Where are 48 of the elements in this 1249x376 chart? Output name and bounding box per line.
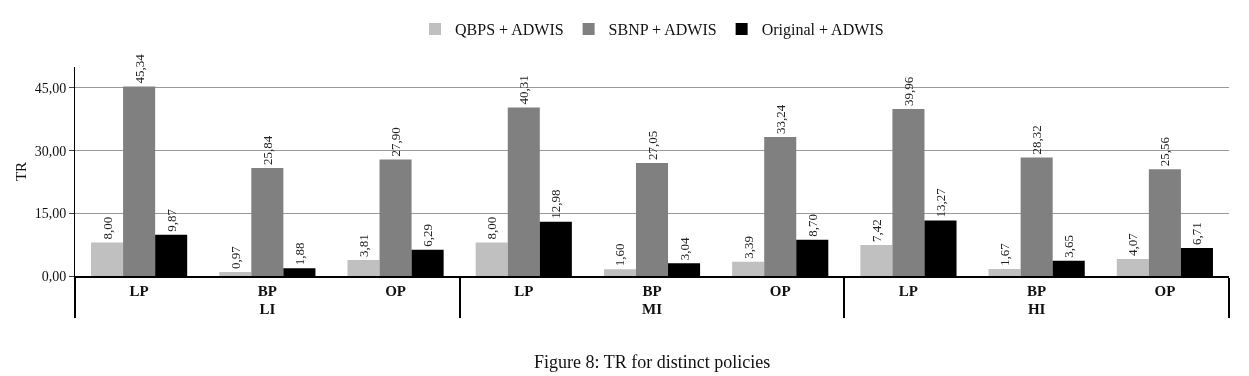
data-label: 33,24 [772, 104, 788, 135]
data-label: 8,00 [99, 216, 115, 240]
y-tick-label: 0,00 [41, 268, 67, 284]
data-label: 6,29 [420, 223, 436, 247]
y-tick-label: 15,00 [34, 206, 67, 222]
data-label: 3,65 [1061, 234, 1077, 258]
data-label: 1,60 [612, 243, 628, 267]
text: HI [1027, 301, 1046, 317]
x-tick-label: OP [385, 283, 406, 299]
data-label: 1,88 [291, 242, 307, 266]
data-label: 28,32 [1029, 125, 1045, 155]
data-label: 1,67 [997, 242, 1013, 267]
data-label: 39,96 [900, 76, 916, 106]
data-label: 25,84 [259, 135, 275, 165]
x-tick-label: LP [129, 283, 149, 299]
y-tick-label: 30,00 [34, 143, 67, 159]
x-tick-label: LP [514, 283, 534, 299]
data-label: 9,87 [163, 208, 179, 232]
x-tick-label: LP [898, 283, 919, 299]
x-tick-label: OP [769, 283, 791, 299]
caption: Figure 8: TR for distinct policies [534, 352, 771, 372]
legend-label: Original + ADWIS [761, 21, 884, 40]
data-label: 6,71 [1189, 222, 1205, 245]
data-label: 8,70 [804, 213, 820, 237]
text: MI [642, 301, 663, 317]
data-label: 27,90 [388, 127, 404, 157]
x-tick-label: BP [257, 283, 277, 299]
data-label: 8,00 [484, 216, 500, 240]
data-label: 3,39 [740, 236, 756, 259]
y-axis-title: TR [12, 161, 29, 182]
data-label: 4,07 [1125, 232, 1141, 256]
data-label: 12,98 [548, 189, 564, 219]
data-label: 45,34 [131, 53, 147, 84]
y-tick-label: 45,00 [34, 80, 67, 96]
legend-label: SBNP + ADWIS [608, 21, 717, 39]
data-label: 13,27 [933, 187, 948, 218]
data-label: 27,05 [644, 130, 660, 160]
x-tick-label: BP [642, 283, 662, 299]
data-label: 0,97 [227, 245, 243, 269]
data-label: 40,31 [516, 75, 532, 105]
data-label: 25,56 [1157, 136, 1173, 167]
x-tick-label: BP [1027, 283, 1047, 299]
data-label: 7,42 [868, 219, 884, 242]
text: LI [259, 301, 276, 317]
x-tick-label: OP [1154, 283, 1176, 299]
data-label: 3,04 [676, 237, 692, 261]
legend-label: QBPS + ADWIS [455, 21, 564, 39]
data-label: 3,81 [356, 234, 371, 258]
